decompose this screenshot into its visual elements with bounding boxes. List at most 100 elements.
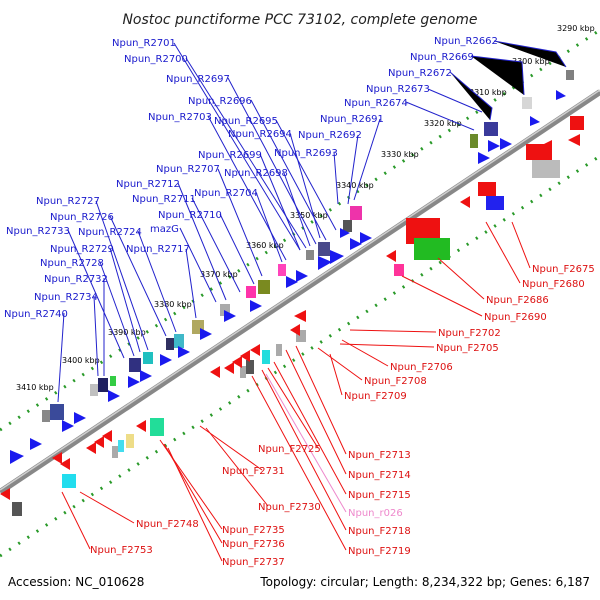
feature-f2714[interactable] (262, 350, 270, 364)
feature-f2690[interactable] (478, 182, 496, 196)
label-npun-f2686[interactable]: Npun_F2686 (486, 295, 549, 306)
label-npun-r2707[interactable]: Npun_R2707 (156, 164, 220, 175)
arrow-top-15 (200, 328, 212, 340)
feature-f2718[interactable] (240, 366, 246, 378)
label-npun-f2730[interactable]: Npun_F2730 (258, 502, 321, 513)
arrow-bot-1 (568, 134, 580, 146)
label-npun-r2698[interactable]: Npun_R2698 (224, 168, 288, 179)
label-npun-r2704[interactable]: Npun_R2704 (194, 188, 258, 199)
label-npun-r2669[interactable]: Npun_R2669 (410, 52, 474, 63)
feature-f2735[interactable] (126, 434, 134, 448)
feature-r2707[interactable] (246, 286, 256, 298)
kbp-label-3370: 3370 kbp (200, 270, 238, 279)
label-npun-r2699[interactable]: Npun_R2699 (198, 150, 262, 161)
feature-r2673[interactable] (484, 122, 498, 136)
label-npun-r2717[interactable]: Npun_R2717 (126, 244, 190, 255)
label-npun-r2729[interactable]: Npun_R2729 (50, 244, 114, 255)
feature-r2733[interactable] (90, 384, 98, 396)
feature-r2691[interactable] (350, 206, 362, 220)
map-title: Nostoc punctiforme PCC 73102, complete g… (122, 12, 477, 28)
feature-f2675[interactable] (570, 116, 584, 130)
label-npun-r2700[interactable]: Npun_R2700 (124, 54, 188, 65)
label-npun-r2692[interactable]: Npun_R2692 (298, 130, 362, 141)
label-npun-f2709[interactable]: Npun_F2709 (344, 391, 407, 402)
label-npun-f2719[interactable]: Npun_F2719 (348, 546, 411, 557)
label-npun-r2732[interactable]: Npun_R2732 (44, 274, 108, 285)
feature-r2740[interactable] (42, 410, 50, 422)
feature-f2731[interactable] (150, 418, 164, 436)
label-npun-f2736[interactable]: Npun_F2736 (222, 539, 285, 550)
feature-r2734[interactable] (50, 404, 64, 420)
feature-r2726[interactable] (166, 338, 174, 350)
label-npun-f2748[interactable]: Npun_F2748 (136, 519, 199, 530)
feature-f2708[interactable] (394, 264, 404, 276)
feature-f2713[interactable] (296, 330, 306, 342)
label-npun-f2713[interactable]: Npun_F2713 (348, 450, 411, 461)
label-npun-r2727[interactable]: Npun_R2727 (36, 196, 100, 207)
label-npun-r2672[interactable]: Npun_R2672 (388, 68, 452, 79)
feature-f2736[interactable] (118, 440, 124, 452)
feature-r2674[interactable] (470, 134, 478, 148)
label-npun-r2728[interactable]: Npun_R2728 (40, 258, 104, 269)
feature-r2724[interactable] (174, 334, 184, 348)
feature-r2669[interactable] (522, 97, 532, 109)
feature-r2732[interactable] (98, 378, 108, 392)
feature-f2680[interactable] (526, 144, 552, 160)
label-npun-r2710[interactable]: Npun_R2710 (158, 210, 222, 221)
feature-r2704[interactable] (258, 280, 270, 294)
label-npun-f2735[interactable]: Npun_F2735 (222, 525, 285, 536)
feature-r2698[interactable] (278, 264, 286, 276)
feature-f2753[interactable] (12, 502, 22, 516)
feature-f2702[interactable] (486, 196, 504, 210)
label-npun-r2694[interactable]: Npun_R2694 (228, 129, 292, 140)
label-npun-r2693[interactable]: Npun_R2693 (274, 148, 338, 159)
label-npun-r2697[interactable]: Npun_R2697 (166, 74, 230, 85)
label-mazg[interactable]: mazG (150, 224, 179, 235)
feature-r2710[interactable] (220, 304, 230, 316)
label-npun-r2733[interactable]: Npun_R2733 (6, 226, 70, 237)
label-npun-r2740[interactable]: Npun_R2740 (4, 309, 68, 320)
label-npun-f2718[interactable]: Npun_F2718 (348, 526, 411, 537)
label-npun-r026[interactable]: Npun_r026 (348, 508, 403, 519)
label-npun-f2731[interactable]: Npun_F2731 (222, 466, 285, 477)
label-npun-r2695[interactable]: Npun_R2695 (214, 116, 278, 127)
feature-extra-top[interactable] (110, 376, 116, 386)
feature-f2748[interactable] (62, 474, 76, 488)
label-npun-f2706[interactable]: Npun_F2706 (390, 362, 453, 373)
label-npun-r2724[interactable]: Npun_R2724 (78, 227, 142, 238)
label-npun-r2696[interactable]: Npun_R2696 (188, 96, 252, 107)
label-npun-r2662[interactable]: Npun_R2662 (434, 36, 498, 47)
label-npun-r2703[interactable]: Npun_R2703 (148, 112, 212, 123)
label-npun-f2680[interactable]: Npun_F2680 (522, 279, 585, 290)
label-npun-r2674[interactable]: Npun_R2674 (344, 98, 408, 109)
genome-summary-text: Topology: circular; Length: 8,234,322 bp… (259, 575, 590, 589)
label-npun-r2701[interactable]: Npun_R2701 (112, 38, 176, 49)
label-npun-r2691[interactable]: Npun_R2691 (320, 114, 384, 125)
label-npun-f2725[interactable]: Npun_F2725 (258, 444, 321, 455)
label-npun-r2726[interactable]: Npun_R2726 (50, 212, 114, 223)
label-npun-f2715[interactable]: Npun_F2715 (348, 490, 411, 501)
label-npun-f2737[interactable]: Npun_F2737 (222, 557, 285, 568)
label-npun-f2753[interactable]: Npun_F2753 (90, 545, 153, 556)
label-npun-r2734[interactable]: Npun_R2734 (34, 292, 98, 303)
feature-r2692[interactable] (343, 220, 352, 232)
feature-r2697[interactable] (306, 250, 314, 260)
label-npun-f2690[interactable]: Npun_F2690 (484, 312, 547, 323)
label-npun-r2712[interactable]: Npun_R2712 (116, 179, 180, 190)
label-npun-r2673[interactable]: Npun_R2673 (366, 84, 430, 95)
feature-f2715[interactable] (246, 360, 254, 374)
feature-f2686[interactable] (532, 160, 560, 178)
feature-r2662[interactable] (566, 70, 574, 80)
label-npun-f2708[interactable]: Npun_F2708 (364, 376, 427, 387)
label-npun-f2705[interactable]: Npun_F2705 (436, 343, 499, 354)
feature-f2737[interactable] (112, 446, 118, 458)
feature-r2727[interactable] (143, 352, 153, 364)
feature-r2728[interactable] (129, 358, 141, 372)
feature-f2706[interactable] (414, 238, 450, 260)
label-npun-r2711[interactable]: Npun_R2711 (132, 194, 196, 205)
label-npun-f2702[interactable]: Npun_F2702 (438, 328, 501, 339)
feature-r2694[interactable] (318, 242, 330, 256)
label-npun-f2675[interactable]: Npun_F2675 (532, 264, 595, 275)
feature-f2709[interactable] (276, 344, 282, 356)
label-npun-f2714[interactable]: Npun_F2714 (348, 470, 411, 481)
